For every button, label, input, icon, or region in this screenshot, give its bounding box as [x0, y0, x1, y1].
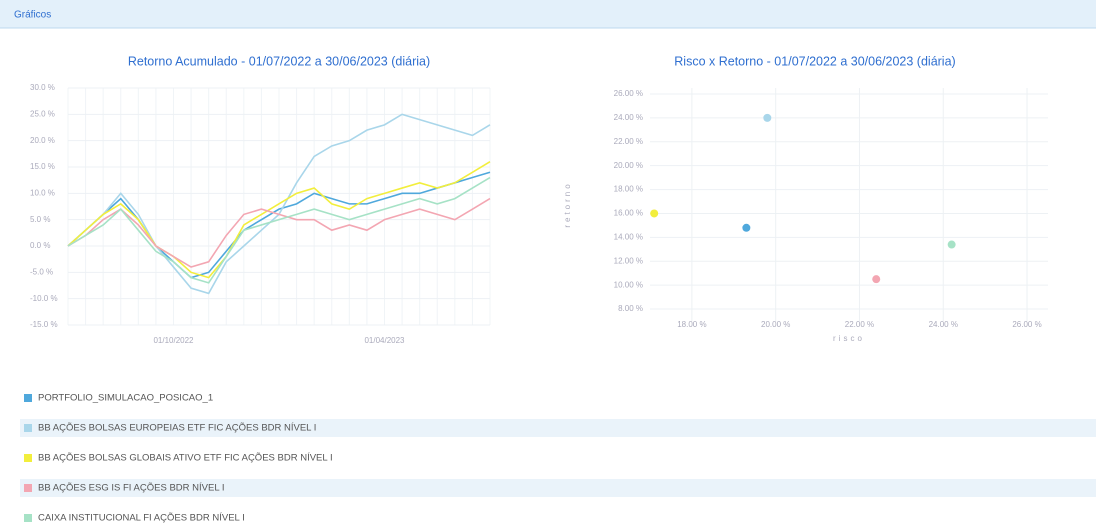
- x-axis-label: risco: [833, 334, 865, 343]
- chart-title: Retorno Acumulado - 01/07/2022 a 30/06/2…: [128, 54, 430, 68]
- legend-swatch: [24, 514, 32, 522]
- x-tick-label: 01/10/2022: [153, 336, 194, 345]
- series-line: [67, 176, 491, 284]
- y-tick-label: 12.00 %: [614, 256, 643, 265]
- y-tick-label: 22.00 %: [614, 137, 643, 146]
- y-tick-label: 10.0 %: [30, 188, 55, 197]
- y-tick-label: 30.0 %: [30, 83, 55, 92]
- header-bar: [0, 0, 1096, 28]
- header-title: Gráficos: [14, 10, 51, 21]
- x-tick-label: 18.00 %: [677, 320, 706, 329]
- scatter-point: [742, 223, 751, 232]
- y-axis-label: retorno: [563, 181, 572, 227]
- y-tick-label: 18.00 %: [614, 185, 643, 194]
- x-tick-label: 01/04/2023: [364, 336, 405, 345]
- legend-label: BB AÇÕES BOLSAS GLOBAIS ATIVO ETF FIC AÇ…: [38, 453, 333, 464]
- y-tick-label: 25.0 %: [30, 109, 55, 118]
- chart-title: Risco x Retorno - 01/07/2022 a 30/06/202…: [674, 54, 955, 68]
- legend-swatch: [24, 394, 32, 402]
- x-tick-label: 20.00 %: [761, 320, 790, 329]
- series-line: [67, 197, 491, 268]
- y-tick-label: 10.00 %: [614, 280, 643, 289]
- scatter-point: [763, 113, 772, 122]
- y-tick-label: 15.0 %: [30, 162, 55, 171]
- y-tick-label: 24.00 %: [614, 113, 643, 122]
- legend-row-bg: [20, 419, 1096, 437]
- x-tick-label: 26.00 %: [1012, 320, 1041, 329]
- scatter-point: [947, 240, 956, 249]
- legend-label: CAIXA INSTITUCIONAL FI AÇÕES BDR NÍVEL I: [38, 513, 245, 524]
- y-tick-label: 20.00 %: [614, 161, 643, 170]
- legend-swatch: [24, 454, 32, 462]
- y-tick-label: 8.00 %: [618, 304, 643, 313]
- legend-swatch: [24, 484, 32, 492]
- legend-swatch: [24, 424, 32, 432]
- legend-label: BB AÇÕES ESG IS FI AÇÕES BDR NÍVEL I: [38, 483, 225, 494]
- scatter-point: [872, 275, 881, 284]
- legend-row-bg: [20, 479, 1096, 497]
- x-tick-label: 22.00 %: [845, 320, 874, 329]
- y-tick-label: 20.0 %: [30, 136, 55, 145]
- series-line: [67, 161, 491, 279]
- y-tick-label: -10.0 %: [30, 294, 58, 303]
- y-tick-label: 5.0 %: [30, 215, 50, 224]
- y-tick-label: 16.00 %: [614, 209, 643, 218]
- y-tick-label: 26.00 %: [614, 89, 643, 98]
- y-tick-label: -15.0 %: [30, 320, 58, 329]
- x-tick-label: 24.00 %: [929, 320, 958, 329]
- legend-label: BB AÇÕES BOLSAS EUROPEIAS ETF FIC AÇÕES …: [38, 423, 316, 434]
- scatter-point: [650, 209, 659, 218]
- legend-label: PORTFOLIO_SIMULACAO_POSICAO_1: [38, 393, 213, 404]
- y-tick-label: 0.0 %: [30, 241, 50, 250]
- y-tick-label: -5.0 %: [30, 267, 53, 276]
- y-tick-label: 14.00 %: [614, 232, 643, 241]
